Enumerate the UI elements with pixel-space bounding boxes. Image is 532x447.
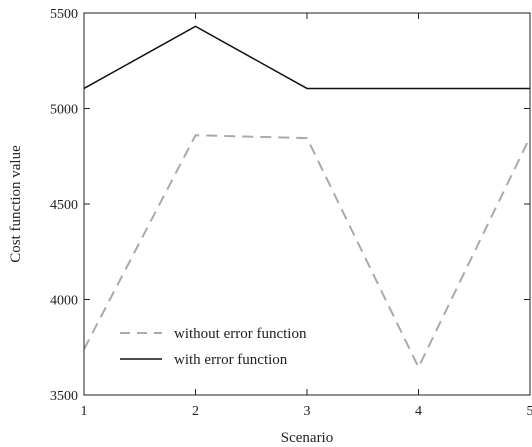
legend-label-with-error: with error function <box>174 352 288 368</box>
y-tick-label: 4000 <box>50 294 78 309</box>
y-axis-ticks: 3500 4000 4500 5000 5500 <box>50 7 530 404</box>
series-line-without-error-function <box>83 134 531 370</box>
x-tick-label: 1 <box>81 404 88 419</box>
y-tick-label: 5000 <box>50 103 78 118</box>
x-tick-label: 3 <box>304 404 311 419</box>
y-tick-label: 5500 <box>50 7 78 22</box>
x-axis-ticks: 1 2 3 4 5 <box>81 13 532 419</box>
x-axis-title: Scenario <box>281 430 333 446</box>
y-tick-label: 4500 <box>50 198 78 213</box>
series-lines <box>83 25 531 370</box>
y-tick-label: 3500 <box>50 389 78 404</box>
x-tick-label: 4 <box>415 404 422 419</box>
y-axis-title: Cost function value <box>8 145 24 263</box>
legend-label-without-error: without error function <box>174 326 307 342</box>
plot-frame <box>83 12 531 396</box>
x-tick-label: 2 <box>192 404 199 419</box>
legend: without error function with error functi… <box>120 326 307 368</box>
x-tick-label: 5 <box>527 404 532 419</box>
series-line-with-error-function <box>83 25 530 90</box>
